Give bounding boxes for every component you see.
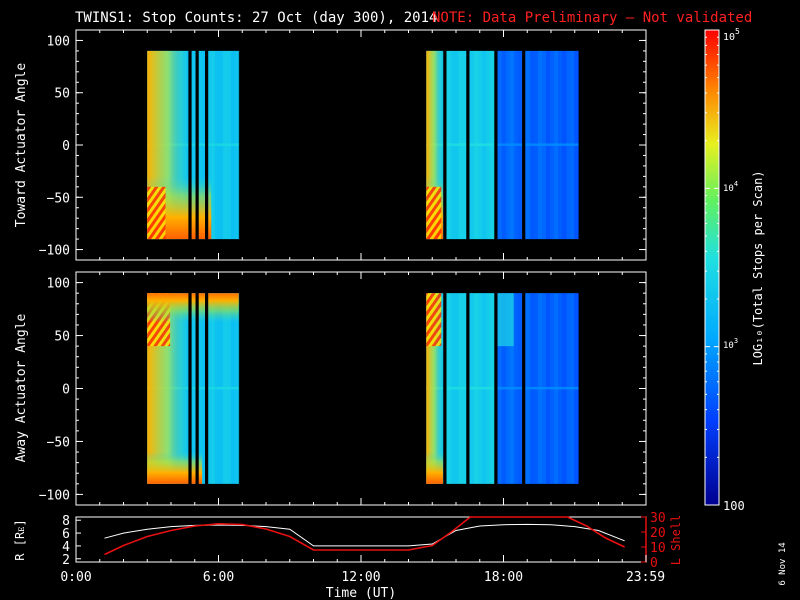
radius-series-line bbox=[104, 523, 625, 547]
panel-away-data-gap-2 bbox=[205, 292, 209, 485]
radius-ytick-label: 2 bbox=[62, 553, 70, 568]
panel-away-ytick-label: 100 bbox=[47, 277, 70, 292]
radius-ytick-label: 4 bbox=[62, 540, 70, 555]
radius-axis-label: R [Rᴇ] bbox=[13, 519, 27, 560]
toward-angle-axis-label: Toward Actuator Angle bbox=[14, 63, 29, 228]
time-xtick-label: 12:00 bbox=[341, 570, 380, 585]
panel-toward-ytick-label: 0 bbox=[62, 139, 70, 154]
panel-toward-segment-1-striation bbox=[426, 186, 442, 240]
panel-toward-data-gap-1 bbox=[195, 49, 199, 241]
away-panel: 100 50 0 −50 −100 Away Actuator Angle bbox=[14, 271, 647, 506]
panel-away-data-gap-1 bbox=[195, 292, 199, 485]
panel-away-segment-2-zero-band bbox=[446, 386, 494, 390]
panel-away-segment-1-striation bbox=[426, 293, 442, 347]
time-xtick-label: 0:00 bbox=[60, 570, 91, 585]
panel-away-data-gap-4 bbox=[466, 292, 470, 485]
panel-away-data-gap-5 bbox=[522, 292, 526, 485]
panel-away-segment-3-upper bbox=[497, 293, 514, 347]
panel-away-segment-0-warm-top bbox=[147, 293, 239, 323]
panel-toward-ytick-label: 100 bbox=[47, 34, 70, 49]
panel-away-ytick-label: −100 bbox=[39, 488, 70, 503]
panel-away-segment-0-warm-low bbox=[147, 452, 203, 484]
time-xtick-label: 18:00 bbox=[484, 570, 523, 585]
l-shell-axis-label: L Shell bbox=[669, 515, 683, 566]
panel-toward-segment-3-zero-band bbox=[497, 143, 579, 146]
generation-date-stamp: 6 Nov 14 bbox=[778, 542, 788, 585]
panel-toward-ytick-label: −100 bbox=[39, 244, 70, 259]
chart-title: TWINS1: Stop Counts: 27 Oct (day 300), 2… bbox=[75, 10, 437, 26]
radius-ytick-label: 6 bbox=[62, 527, 70, 542]
colorbar-tick-1e3: 103 bbox=[723, 337, 738, 351]
panel-away-ytick-label: 50 bbox=[54, 330, 70, 345]
panel-away-segment-0-zero-band bbox=[147, 386, 239, 390]
panel-away-segment-1-warm-low bbox=[426, 452, 443, 484]
panel-toward-data-gap-2 bbox=[205, 49, 209, 241]
colorbar-frame bbox=[704, 29, 720, 506]
toward-panel: 100 50 0 −50 −100 Toward Actuator Angle bbox=[14, 29, 647, 261]
away-angle-axis-label: Away Actuator Angle bbox=[14, 313, 29, 462]
colorbar-label: LOG₁₀(Total Stops per Scan) bbox=[751, 170, 765, 365]
time-xtick-label: 6:00 bbox=[203, 570, 234, 585]
time-axis-label: Time (UT) bbox=[326, 586, 396, 600]
panel-toward-data-gap-3 bbox=[240, 49, 244, 241]
panel-away-ytick-label: −50 bbox=[47, 435, 70, 450]
panel-toward-segment-2-zero-band bbox=[446, 143, 494, 146]
preliminary-note: NOTE: Data Preliminary – Not validated bbox=[432, 10, 752, 26]
l-shell-series-line bbox=[104, 516, 625, 556]
colorbar: 105 104 103 100 LOG₁₀(Total Stops per Sc… bbox=[704, 27, 765, 513]
panel-away-data-gap-0 bbox=[188, 292, 192, 485]
colorbar-min-label: 100 bbox=[723, 499, 745, 513]
panel-away-data-gap-3 bbox=[240, 292, 244, 485]
panel-toward-ytick-label: −50 bbox=[47, 191, 70, 206]
l-shell-ytick-label: 20 bbox=[650, 526, 666, 541]
l-shell-ytick-label: 10 bbox=[650, 541, 666, 556]
time-xtick-label: 23:59 bbox=[626, 570, 665, 585]
panel-away-segment-3-zero-band bbox=[497, 386, 579, 390]
colorbar-gradient bbox=[705, 30, 719, 505]
colorbar-tick-1e4: 104 bbox=[723, 180, 738, 194]
l-shell-ytick-label: 0 bbox=[650, 556, 658, 571]
panel-toward-segment-0-zero-band bbox=[147, 143, 239, 146]
panel-toward-data-gap-0 bbox=[188, 49, 192, 241]
panel-away-ytick-label: 0 bbox=[62, 383, 70, 398]
l-shell-ytick-label: 30 bbox=[650, 511, 666, 526]
panel-toward-data-gap-4 bbox=[466, 49, 470, 241]
panel-toward-data-gap-5 bbox=[522, 49, 526, 241]
panel-toward-segment-0-striation bbox=[147, 186, 166, 240]
radius-ytick-label: 8 bbox=[62, 514, 70, 529]
panel-toward-ytick-label: 50 bbox=[54, 87, 70, 102]
colorbar-max-label: 105 bbox=[723, 27, 740, 43]
